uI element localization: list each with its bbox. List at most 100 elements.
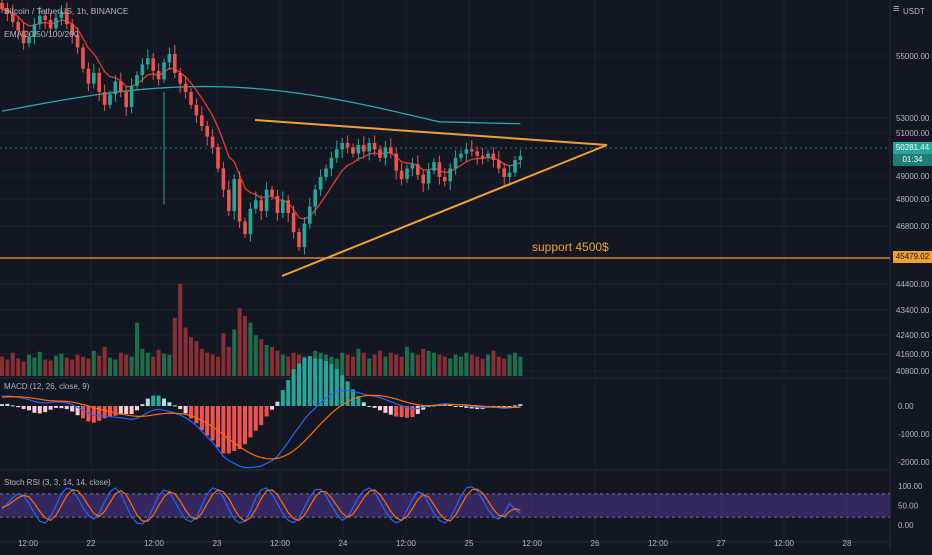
volume-bar bbox=[167, 354, 172, 376]
volume-bar bbox=[372, 354, 377, 376]
candle-body bbox=[383, 147, 388, 158]
candle-body bbox=[329, 157, 334, 169]
hamburger-icon[interactable]: ≡ bbox=[893, 3, 900, 15]
macd-histogram-bar bbox=[469, 406, 474, 409]
candle-body bbox=[464, 149, 469, 154]
volume-bar bbox=[64, 357, 69, 376]
candle-body bbox=[356, 145, 361, 154]
volume-bar bbox=[59, 353, 64, 376]
macd-histogram-bar bbox=[70, 406, 75, 412]
volume-bar bbox=[248, 322, 253, 376]
volume-bar bbox=[81, 356, 85, 376]
candle-body bbox=[291, 213, 296, 233]
volume-bar bbox=[237, 308, 242, 376]
candle-body bbox=[394, 153, 398, 171]
candle-body bbox=[38, 15, 42, 25]
volume-bar bbox=[43, 359, 48, 376]
candle-body bbox=[97, 72, 101, 93]
macd-histogram-bar bbox=[372, 406, 377, 408]
macd-histogram-bar bbox=[243, 406, 247, 445]
macd-histogram-bar bbox=[264, 406, 269, 417]
macd-tick-label: 0.00 bbox=[898, 402, 914, 411]
ema-fast-line bbox=[1, 8, 521, 220]
volume-bar bbox=[426, 350, 431, 376]
candle-body bbox=[156, 70, 161, 80]
grid-lines bbox=[0, 0, 891, 550]
macd-histogram-bar bbox=[156, 395, 161, 406]
time-tick-label: 28 bbox=[843, 539, 852, 548]
price-axis: 55000.00 53000.00 51000.00 49000.00 48000.00… bbox=[896, 52, 930, 376]
macd-histogram-bar bbox=[48, 406, 53, 410]
macd-pane: 0.00 -1000.00 -2000.00 bbox=[0, 356, 930, 469]
volume-bar bbox=[156, 349, 161, 376]
volume-bar bbox=[469, 354, 474, 376]
currency-label: USDT bbox=[903, 7, 925, 16]
macd-histogram-bar bbox=[351, 389, 355, 406]
candle-body bbox=[183, 83, 188, 93]
time-tick-label: 25 bbox=[465, 539, 474, 548]
volume-bar bbox=[259, 339, 264, 376]
candle-body bbox=[518, 156, 523, 160]
symbol-title[interactable]: Bitcoin / TetherUS, 1h, BINANCE bbox=[4, 6, 129, 16]
macd-histogram-bar bbox=[91, 406, 96, 423]
candle-body bbox=[270, 189, 274, 197]
macd-histogram-bar bbox=[205, 406, 210, 436]
macd-histogram-bar bbox=[297, 363, 301, 406]
candle-body bbox=[162, 62, 166, 80]
macd-histogram-bar bbox=[313, 358, 318, 406]
stoch-tick-label: 100.00 bbox=[898, 482, 923, 491]
macd-histogram-bar bbox=[183, 406, 188, 414]
price-tick-label: 51000.00 bbox=[896, 129, 930, 138]
macd-histogram-bar bbox=[302, 357, 307, 406]
volume-bar bbox=[507, 354, 512, 376]
volume-bar bbox=[448, 358, 453, 376]
volume-bar bbox=[118, 352, 123, 376]
macd-histogram-bar bbox=[189, 406, 193, 419]
volume-bar bbox=[48, 360, 53, 376]
candle-body bbox=[178, 72, 182, 84]
candle-body bbox=[205, 126, 209, 137]
volume-bar bbox=[491, 350, 496, 376]
macd-histogram-bar bbox=[383, 406, 388, 413]
candle-body bbox=[232, 179, 236, 211]
ema-lines bbox=[1, 8, 521, 220]
candle-body bbox=[0, 2, 4, 10]
volume-bar bbox=[205, 352, 210, 376]
stoch-rsi-label[interactable]: Stoch RSI (3, 3, 14, 14, close) bbox=[4, 478, 111, 487]
macd-label[interactable]: MACD (12, 26, close, 9) bbox=[4, 382, 90, 391]
macd-histogram-bar bbox=[248, 406, 253, 438]
macd-histogram-bar bbox=[226, 406, 231, 454]
candle-body bbox=[113, 81, 118, 95]
support-annotation[interactable]: support 4500$ bbox=[532, 240, 609, 254]
macd-histogram-bar bbox=[507, 406, 512, 408]
time-tick-label: 24 bbox=[339, 539, 348, 548]
macd-histogram-bar bbox=[5, 403, 10, 406]
candle-body bbox=[86, 68, 91, 84]
candle-body bbox=[70, 24, 74, 35]
price-tick-label: 40800.00 bbox=[896, 367, 930, 376]
macd-histogram-bar bbox=[399, 406, 404, 418]
candle-body bbox=[167, 53, 172, 63]
volume-bar bbox=[162, 353, 166, 376]
volume-bar bbox=[124, 354, 129, 376]
volume-bar bbox=[442, 356, 447, 376]
macd-histogram-bar bbox=[54, 406, 58, 408]
macd-histogram-bar bbox=[286, 380, 291, 406]
volume-bar bbox=[210, 354, 215, 376]
candle-body bbox=[340, 142, 344, 150]
macd-histogram-bar bbox=[86, 406, 91, 422]
candle-body bbox=[119, 81, 123, 93]
macd-histogram-bar bbox=[405, 406, 409, 418]
ema-indicator-label[interactable]: EMA 20/50/100/200 bbox=[4, 29, 79, 39]
stoch-d-line bbox=[1, 488, 521, 522]
macd-histogram-bar bbox=[140, 404, 145, 406]
volume-bar bbox=[86, 358, 91, 376]
trendlines[interactable] bbox=[0, 119, 890, 277]
last-price-tag: 50281.44 bbox=[893, 142, 932, 154]
candle-body bbox=[216, 147, 220, 169]
volume-bar bbox=[21, 361, 26, 376]
volume-bar bbox=[459, 356, 463, 376]
candle-body bbox=[308, 206, 312, 224]
